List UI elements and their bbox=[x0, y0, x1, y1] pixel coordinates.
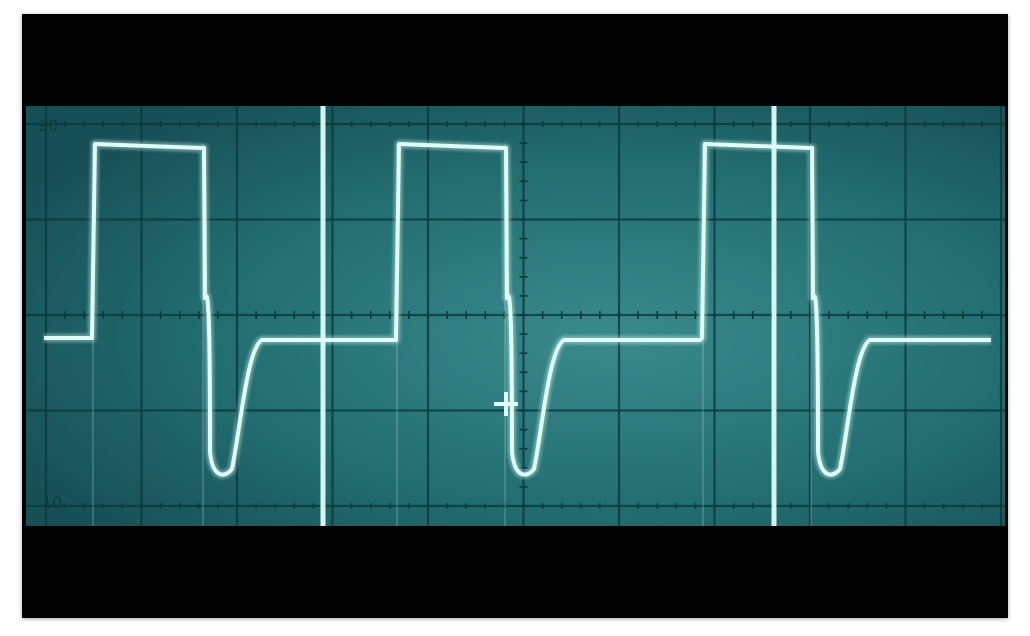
waveform-line bbox=[44, 142, 991, 477]
scale-bottom-label: 10 bbox=[42, 493, 63, 512]
oscilloscope-display bbox=[26, 106, 1005, 526]
scale-top-label: 90 bbox=[38, 116, 59, 135]
waveform-trace bbox=[44, 106, 991, 526]
oscilloscope-screen: 90 10 bbox=[26, 106, 1005, 526]
